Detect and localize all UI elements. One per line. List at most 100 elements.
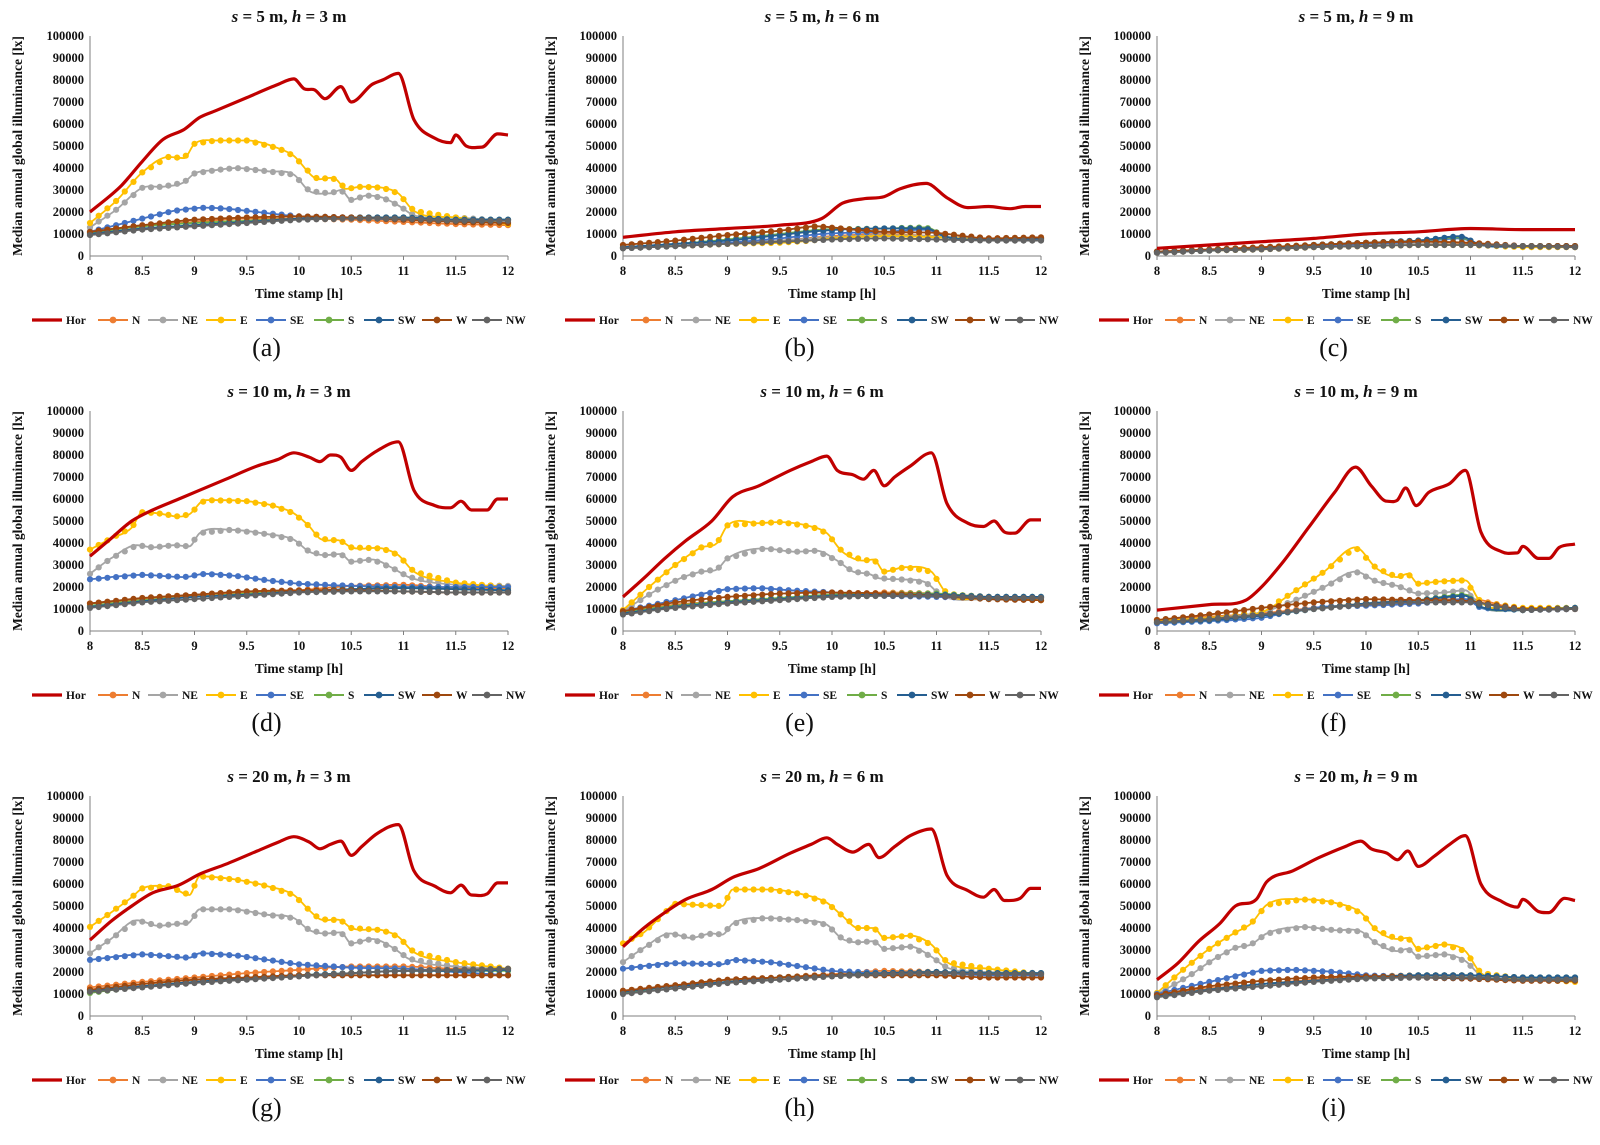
series-marker bbox=[1345, 549, 1352, 556]
series-marker bbox=[130, 600, 137, 607]
series-marker bbox=[374, 558, 381, 565]
legend-marker bbox=[1392, 1076, 1400, 1084]
y-axis-label: Median annual global illuminance [lx] bbox=[543, 796, 558, 1016]
chart-panel: s = 5 m, h = 3 m 0 10000 20000 30000 40000 500… bbox=[0, 0, 533, 375]
series-marker bbox=[339, 931, 346, 938]
series-marker bbox=[322, 588, 329, 595]
legend-marker bbox=[325, 1076, 333, 1084]
series-marker bbox=[409, 967, 416, 974]
x-tick-label: 8 bbox=[620, 264, 626, 278]
series-marker bbox=[348, 964, 355, 971]
series-nw bbox=[86, 588, 512, 611]
series-marker bbox=[689, 603, 696, 610]
series-marker bbox=[165, 953, 172, 960]
y-tick-label: 50000 bbox=[1120, 139, 1151, 153]
series-marker bbox=[243, 592, 250, 599]
series-marker bbox=[287, 973, 294, 980]
series-marker bbox=[872, 939, 879, 946]
series-marker bbox=[121, 899, 128, 906]
series-marker bbox=[1545, 976, 1552, 983]
legend-marker bbox=[267, 1076, 275, 1084]
series-marker bbox=[156, 183, 163, 190]
series-marker bbox=[426, 972, 433, 979]
series-marker bbox=[646, 608, 653, 615]
series-marker bbox=[1171, 992, 1178, 999]
legend-item-w: W bbox=[955, 315, 1001, 327]
series-marker bbox=[113, 574, 120, 581]
series-marker bbox=[828, 536, 836, 543]
x-tick-label: 12 bbox=[502, 264, 515, 278]
series-marker bbox=[750, 234, 757, 241]
series-marker bbox=[1415, 945, 1422, 952]
series-marker bbox=[130, 192, 137, 199]
x-tick-label: 11.5 bbox=[1512, 639, 1533, 653]
series-marker bbox=[208, 138, 215, 145]
legend-label: NW bbox=[1573, 315, 1593, 327]
series-marker bbox=[121, 953, 128, 960]
legend-label: N bbox=[1199, 690, 1208, 702]
legend-marker bbox=[1550, 316, 1558, 324]
legend-item-se: SE bbox=[256, 315, 304, 327]
series-marker bbox=[1214, 977, 1222, 984]
legend: Hor N NE E SE S SW W NW bbox=[1099, 315, 1593, 327]
series-marker bbox=[663, 932, 670, 939]
series-marker bbox=[391, 932, 398, 939]
chart-title: s = 10 m, h = 9 m bbox=[1293, 382, 1417, 401]
series-marker bbox=[916, 566, 923, 573]
chart-title-part: h bbox=[292, 7, 301, 26]
series-marker bbox=[261, 576, 268, 583]
legend-label: N bbox=[665, 1075, 674, 1087]
series-marker bbox=[707, 233, 714, 240]
series-marker bbox=[942, 236, 949, 243]
legend-label: E bbox=[773, 1075, 781, 1087]
series-marker bbox=[86, 950, 94, 957]
series-marker bbox=[182, 206, 189, 213]
legend-label: S bbox=[881, 690, 887, 702]
series-marker bbox=[121, 596, 128, 603]
series-marker bbox=[872, 971, 879, 978]
series-marker bbox=[959, 970, 966, 977]
legend-item-e: E bbox=[739, 690, 781, 702]
y-tick-label: 90000 bbox=[53, 811, 84, 825]
series-marker bbox=[1258, 934, 1265, 941]
panel-letter: (g) bbox=[251, 1093, 282, 1122]
series-hor bbox=[1156, 834, 1576, 981]
series-marker bbox=[226, 215, 233, 222]
x-tick-label: 9 bbox=[1258, 264, 1264, 278]
x-axis-label: Time stamp [h] bbox=[1322, 1046, 1410, 1061]
series-marker bbox=[104, 230, 111, 237]
legend-marker bbox=[1176, 316, 1184, 324]
series-marker bbox=[130, 178, 137, 185]
legend-marker bbox=[267, 691, 275, 699]
series-marker bbox=[295, 589, 303, 596]
series-marker bbox=[147, 544, 155, 551]
legend-label: S bbox=[348, 315, 354, 327]
series-marker bbox=[322, 971, 329, 978]
chart-title: s = 20 m, h = 9 m bbox=[1293, 767, 1417, 786]
series-marker bbox=[750, 239, 757, 246]
series-marker bbox=[95, 599, 102, 606]
series-marker bbox=[1029, 971, 1036, 978]
series-marker bbox=[672, 604, 679, 611]
series-marker bbox=[750, 916, 757, 923]
series-marker bbox=[1319, 569, 1326, 576]
series-marker bbox=[1310, 588, 1317, 595]
series-marker bbox=[628, 953, 635, 960]
series-marker bbox=[139, 599, 146, 606]
x-tick-label: 8 bbox=[1154, 264, 1160, 278]
series-marker bbox=[881, 228, 888, 235]
series-marker bbox=[872, 573, 879, 580]
series-marker bbox=[855, 972, 862, 979]
series-nw bbox=[86, 965, 512, 995]
series-marker bbox=[1249, 605, 1256, 613]
series-marker bbox=[689, 960, 696, 967]
legend-label: E bbox=[1307, 315, 1315, 327]
series-marker bbox=[1249, 983, 1256, 991]
series-marker bbox=[278, 974, 285, 981]
series-marker bbox=[863, 557, 870, 564]
legend-item-ne: NE bbox=[1215, 690, 1265, 702]
legend-item-hor: Hor bbox=[32, 1075, 86, 1087]
series-marker bbox=[1519, 607, 1526, 614]
legend-item-s: S bbox=[314, 690, 354, 702]
series-marker bbox=[663, 605, 670, 613]
